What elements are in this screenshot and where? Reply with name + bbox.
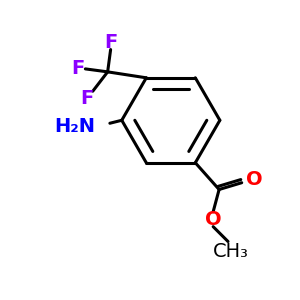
Text: O: O <box>205 210 221 229</box>
Text: H₂N: H₂N <box>54 117 95 136</box>
Text: O: O <box>246 169 262 189</box>
Text: F: F <box>80 89 94 108</box>
Text: F: F <box>104 33 117 52</box>
Text: CH₃: CH₃ <box>213 242 249 261</box>
Text: F: F <box>71 59 85 78</box>
